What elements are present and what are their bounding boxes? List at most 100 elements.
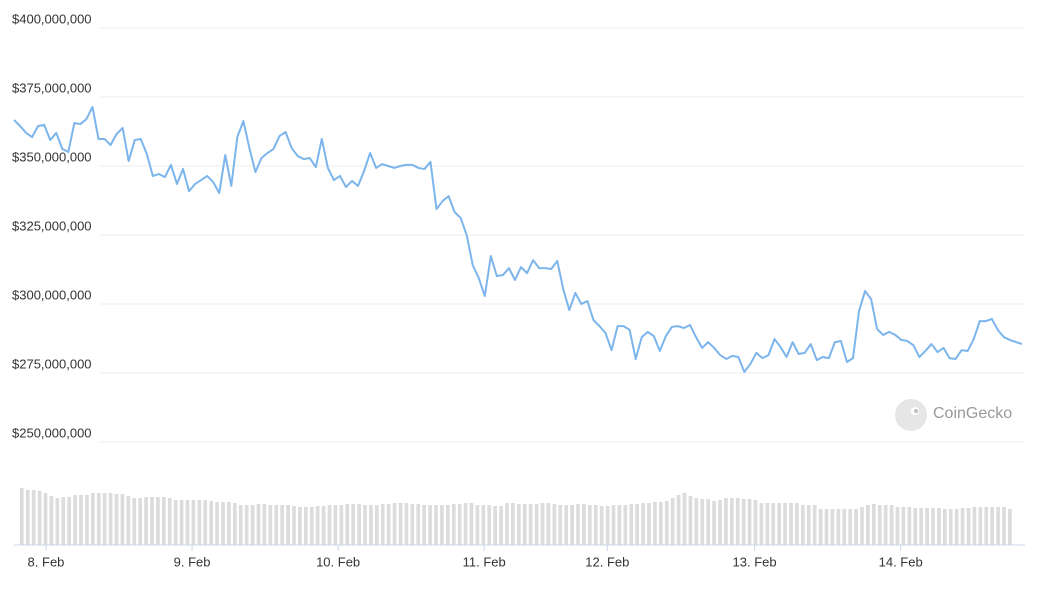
y-tick-label: $275,000,000 (12, 356, 92, 371)
volume-bar (138, 498, 143, 545)
volume-bar (978, 507, 983, 545)
volume-bar (416, 504, 421, 545)
volume-bar (996, 507, 1000, 545)
volume-bar (446, 505, 450, 545)
volume-bar (487, 505, 492, 545)
volume-bar (972, 507, 977, 545)
volume-bar (901, 507, 906, 545)
volume-bar (144, 497, 148, 545)
volume-bar (925, 508, 929, 545)
volume-bar (842, 509, 847, 545)
volume-bar (552, 504, 557, 545)
volume-bar (221, 502, 225, 545)
volume-bar (771, 503, 776, 545)
volume-bar (380, 504, 385, 545)
volume-bar (67, 497, 72, 545)
volume-bar (463, 503, 468, 545)
volume-bar (895, 507, 900, 545)
volume-bar (623, 505, 628, 545)
volume-bar (339, 505, 344, 545)
volume-bar (286, 505, 290, 545)
volume-bar (990, 507, 995, 545)
volume-bar (735, 498, 740, 545)
watermark-logo (895, 399, 927, 431)
volume-bar (718, 500, 722, 545)
volume-bar (629, 504, 634, 545)
x-tick-label: 11. Feb (463, 554, 506, 569)
volume-bar (410, 504, 415, 545)
volume-bar (457, 504, 462, 545)
volume-bar (25, 490, 30, 545)
volume-bar (43, 493, 48, 545)
volume-bar (345, 504, 350, 545)
volume-bar (564, 505, 569, 545)
volume-bar (315, 506, 320, 545)
volume-bar (398, 503, 403, 545)
y-tick-label: $400,000,000 (12, 11, 92, 26)
volume-bar (191, 500, 196, 545)
y-tick-label: $350,000,000 (12, 149, 92, 164)
volume-bar (85, 495, 89, 545)
volume-bar (440, 505, 444, 545)
volume-bar (126, 496, 131, 545)
volume-bar (321, 506, 326, 545)
x-tick-label: 12. Feb (585, 554, 629, 569)
price-line (13, 105, 1023, 373)
volume-bar (558, 505, 563, 545)
volume-bar (96, 493, 101, 545)
volume-bar (913, 508, 918, 545)
volume-bar (386, 504, 391, 545)
volume-bar (351, 504, 356, 545)
volume-bar (298, 507, 302, 545)
volume-bar (937, 508, 941, 545)
volume-bar (167, 498, 172, 545)
volume-bar (1002, 507, 1006, 545)
volume-bar (185, 500, 190, 545)
volume-bar (641, 503, 645, 545)
volume-bar (611, 505, 616, 545)
volume-bar (682, 493, 687, 545)
volume-bar (132, 498, 137, 545)
volume-bar (55, 498, 60, 545)
y-tick-label: $300,000,000 (12, 287, 92, 302)
volume-bar (150, 497, 154, 545)
volume-bar (475, 505, 480, 545)
volume-bar (79, 495, 83, 545)
volume-bar (759, 503, 764, 545)
volume-bar (108, 493, 113, 545)
volume-bar (570, 505, 574, 545)
y-tick-label: $325,000,000 (12, 218, 92, 233)
volume-bar (1008, 509, 1012, 545)
volume-bar (528, 504, 533, 545)
volume-bar (327, 505, 332, 545)
volume-bar (789, 503, 793, 545)
volume-bar (830, 509, 835, 545)
volume-bar (268, 505, 273, 545)
volume-bar (706, 499, 711, 545)
volume-bar (209, 501, 214, 545)
volume-bar (836, 509, 841, 545)
volume-bar (824, 509, 829, 545)
volume-bar (451, 504, 456, 545)
volume-bar (493, 506, 498, 545)
volume-bar (49, 496, 54, 545)
volume-bar (653, 502, 657, 545)
volume-bar (333, 505, 338, 545)
volume-bar (593, 505, 598, 545)
volume-bar (818, 509, 823, 545)
watermark: CoinGecko (933, 405, 1012, 422)
volume-bar (943, 509, 947, 545)
volume-bar (499, 506, 503, 545)
volume-bar (960, 508, 965, 545)
volume-bar (984, 507, 989, 545)
y-tick-label: $375,000,000 (12, 80, 92, 95)
volume-bar (848, 509, 853, 545)
x-tick-label: 10. Feb (316, 554, 360, 569)
volume-bar (670, 498, 675, 545)
volume-bar (747, 499, 752, 545)
volume-bar (676, 495, 681, 545)
volume-bar (664, 501, 669, 545)
volume-bar (392, 503, 397, 545)
volume-bar (730, 498, 734, 545)
volume-bar (91, 493, 95, 545)
